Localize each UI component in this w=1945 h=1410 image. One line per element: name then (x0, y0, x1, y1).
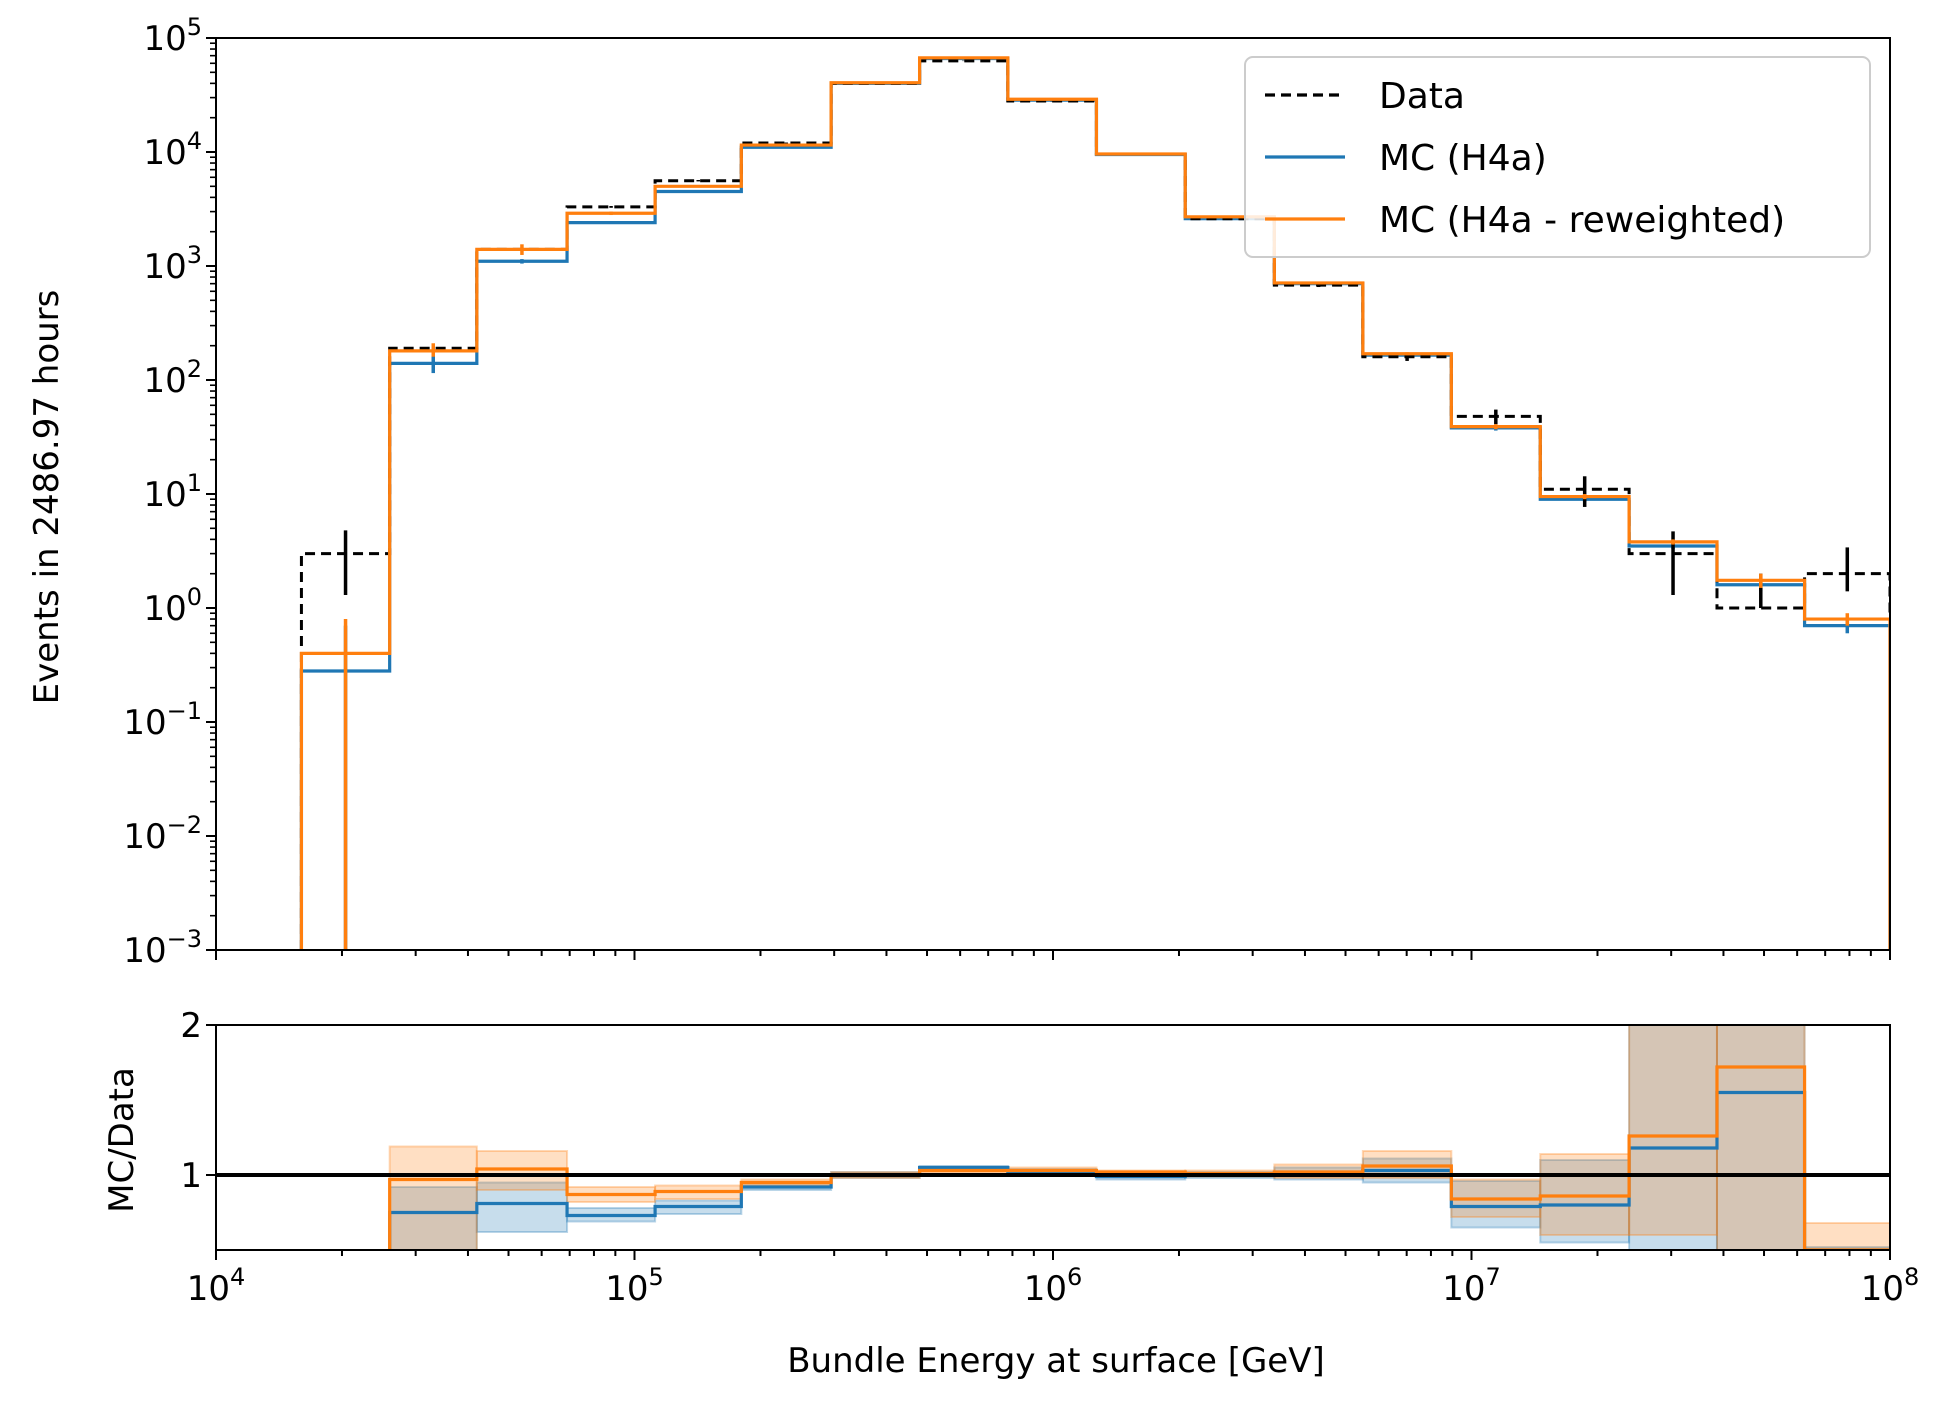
ratio-step-mc-h4a-reweighted (388, 1065, 1890, 1250)
legend: Data MC (H4a) MC (H4a - reweighted) (1244, 56, 1871, 258)
ratio-y-axis-title: MC/Data (102, 1067, 142, 1213)
x-tick-label: 106 (1024, 1263, 1083, 1309)
legend-label-mc-h4a: MC (H4a) (1379, 138, 1547, 179)
y-tick-label: 102 (143, 355, 202, 401)
series-step-mc-h4a-reweighted (299, 56, 1890, 950)
y-tick-label: 100 (143, 583, 202, 629)
y-tick-label: 104 (143, 127, 202, 173)
uncertainty-band-mc-h4a (475, 1181, 569, 1233)
y-tick-label: 10−1 (123, 697, 202, 743)
legend-label-mc-h4a-reweighted: MC (H4a - reweighted) (1379, 200, 1785, 241)
legend-box (1244, 56, 1871, 258)
uncertainty-band-mc-h4a-reweighted (1628, 1025, 1718, 1236)
ratio-y-tick-label: 1 (180, 1156, 202, 1196)
uncertainty-band-mc-h4a-reweighted (1803, 1222, 1890, 1250)
uncertainty-band-mc-h4a (1450, 1180, 1542, 1229)
main-y-axis-title: Events in 2486.97 hours (27, 290, 67, 705)
ratio-y-tick-label: 2 (180, 1006, 202, 1046)
main-plot-area (299, 56, 1890, 950)
legend-label-data: Data (1379, 76, 1465, 117)
ratio-panel: 1 2 104 105 106 107 108 (180, 1006, 1919, 1309)
x-tick-label: 107 (1442, 1263, 1501, 1309)
y-tick-label: 105 (143, 13, 202, 59)
uncertainty-band-mc-h4a-reweighted (388, 1145, 478, 1250)
ratio-plot-area (388, 1025, 1890, 1250)
x-tick-label: 105 (605, 1263, 664, 1309)
y-tick-label: 103 (143, 241, 202, 287)
x-axis-title: Bundle Energy at surface [GeV] (787, 1341, 1325, 1381)
main-panel: 105 104 103 102 101 100 10−1 10−2 10−3 (123, 13, 1891, 971)
x-tick-label: 104 (187, 1263, 246, 1309)
y-tick-label: 10−2 (123, 811, 202, 857)
y-tick-label: 101 (143, 469, 202, 515)
uncertainty-band-mc-h4a-reweighted (1715, 1025, 1806, 1250)
y-tick-label: 10−3 (123, 925, 202, 971)
x-tick-label: 108 (1861, 1263, 1920, 1309)
